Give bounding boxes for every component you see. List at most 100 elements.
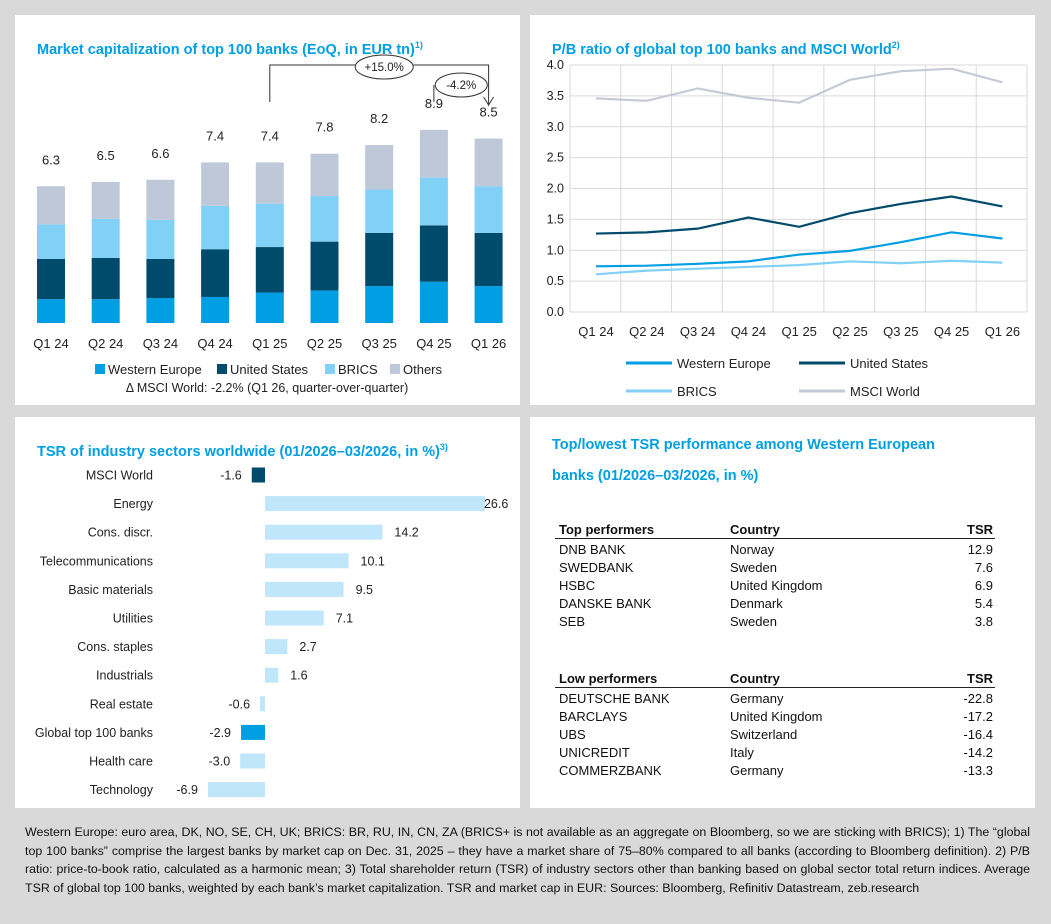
cell-country: Italy [730,745,754,760]
col-tsr: TSR [967,671,993,686]
bar-segment-united-states [310,241,339,291]
cell-country: United Kingdom [730,709,823,724]
bar-segment-western-europe [201,296,230,323]
category-label: MSCI World [86,469,153,483]
total-label: 7.8 [315,120,333,135]
cell-country: Switzerland [730,727,798,742]
bar-segment-brics [201,205,230,250]
value-label: 7.1 [336,612,353,626]
legend-label: BRICS [677,384,717,399]
value-label: -2.9 [209,726,231,740]
value-label: -3.0 [209,755,231,769]
legend-label: MSCI World [850,384,920,399]
value-label: 1.6 [290,669,307,683]
tsr-sectors-chart: MSCI World -1.6 Energy 26.6 Cons. discr. 14.2… [35,467,508,798]
bar-segment-others [201,162,230,206]
x-tick-label: Q3 25 [361,336,396,351]
cell-country: United Kingdom [730,578,823,593]
x-tick-label: Q3 25 [883,324,918,339]
tsr-sectors-panel: TSR of industry sectors worldwide (01/20… [15,417,520,808]
bar-segment-brics [365,189,394,233]
tsr-banks-panel: Top/lowest TSR performance among Western… [530,417,1035,808]
bar-segment-others [146,179,175,220]
col-bank: Low performers [559,671,658,686]
x-tick-label: Q1 24 [33,336,68,351]
tsr-bar [260,696,265,712]
tsr-bar [265,639,288,655]
footnote-ref: 3) [439,442,448,452]
category-label: Real estate [90,697,153,711]
bar-segment-brics [37,224,65,259]
value-label: 26.6 [484,497,508,511]
category-label: Industrials [96,669,153,683]
total-label: 8.2 [370,111,388,126]
bar-segment-united-states [146,258,175,299]
cell-bank: COMMERZBANK [559,763,662,778]
total-label: 8.5 [480,105,498,120]
legend-swatch [217,364,227,374]
cell-country: Norway [730,542,775,557]
value-label: 9.5 [356,583,373,597]
top-performers-table: Top performers Country TSR DNB BANK Norway 1… [555,521,995,631]
bar-segment-brics [146,219,175,259]
tsr-bar [265,610,324,626]
bar-segment-western-europe [474,286,503,323]
col-bank: Top performers [559,522,655,537]
bar-segment-others [91,181,120,219]
msci-note: Δ MSCI World: -2.2% (Q1 26, quarter-over… [126,381,409,395]
table-row: DEUTSCHE BANK Germany -22.8 [555,690,995,708]
bar-segment-others [37,186,65,225]
total-label: 7.4 [206,128,224,143]
value-label: -1.6 [220,469,242,483]
bar-segment-united-states [91,257,120,300]
value-label: -0.6 [228,697,250,711]
cell-tsr: -22.8 [963,691,993,706]
bar-segment-united-states [255,247,284,293]
category-label: Technology [90,783,154,797]
bar-segment-western-europe [91,299,120,323]
cell-bank: DANSKE BANK [559,596,652,611]
category-label: Energy [113,497,153,511]
cell-tsr: 12.9 [967,542,993,557]
col-tsr: TSR [967,522,993,537]
table-row: UBS Switzerland -16.4 [555,726,995,744]
bar-segment-others [474,138,503,187]
y-tick-label: 1.5 [547,212,564,226]
bar-segment-brics [310,196,339,242]
y-tick-label: 3.5 [547,89,564,103]
tsr-bar [265,667,279,683]
value-label: -6.9 [176,783,198,797]
footnote: Western Europe: euro area, DK, NO, SE, C… [25,825,1030,895]
market-cap-chart: 6.3 Q1 24 6.5 Q2 24 6.6 Q3 24 7.4 Q4 24 7.4 Q1 25… [33,54,506,395]
legend-swatch [95,364,105,374]
table-row: UNICREDIT Italy -14.2 [555,744,995,762]
legend-label: Others [403,362,443,377]
total-label: 6.6 [151,146,169,161]
x-tick-label: Q1 26 [985,324,1020,339]
cell-country: Sweden [730,614,777,629]
total-label: 6.3 [42,152,60,167]
market-cap-title: Market capitalization of top 100 banks (… [37,31,423,64]
tsr-title: TSR of industry sectors worldwide (01/20… [37,433,448,466]
table-row: DNB BANK Norway 12.9 [555,541,995,559]
col-country: Country [730,522,780,537]
cell-tsr: 6.9 [974,578,993,593]
x-tick-label: Q4 24 [197,336,232,351]
tsr-bar [265,496,485,512]
line-msci-world [595,67,1003,104]
y-tick-label: 1.0 [547,243,564,257]
legend-label: United States [850,356,929,371]
legend-label: Western Europe [677,356,771,371]
bar-segment-united-states [419,225,448,282]
x-tick-label: Q1 24 [578,324,613,339]
bar-segment-western-europe [37,299,65,323]
x-tick-label: Q2 25 [307,336,342,351]
table-row: HSBC United Kingdom 6.9 [555,577,995,595]
cell-bank: DNB BANK [559,542,626,557]
x-tick-label: Q1 25 [252,336,287,351]
y-tick-label: 2.5 [547,151,564,165]
x-tick-label: Q3 24 [680,324,715,339]
pb-ratio-chart: 0.0 0.5 1.0 1.5 2.0 2.5 3.0 3.5 4.0 Q1 24 Q2 24 Q3 … [547,58,1028,399]
market-cap-panel: Market capitalization of top 100 banks (… [15,15,520,405]
